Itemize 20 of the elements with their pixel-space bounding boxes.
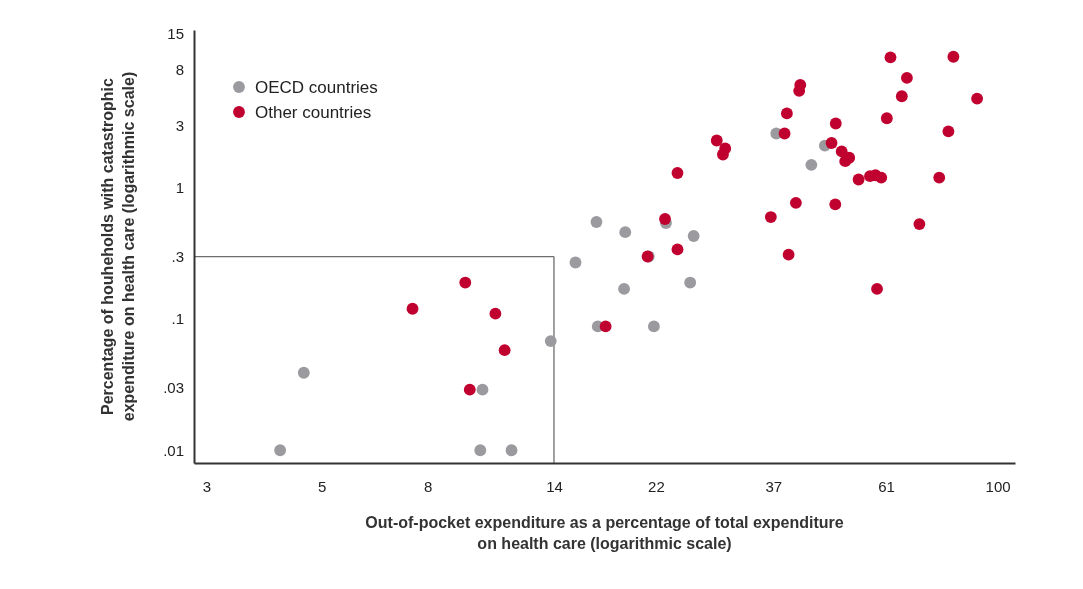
y-tick-label: .3 bbox=[171, 247, 184, 265]
x-tick-label: 100 bbox=[985, 477, 1011, 495]
y-tick-label: 3 bbox=[175, 116, 184, 134]
y-axis-title: Percentage of houheholds with catastrophic expenditure on health care (logarithmic scale) bbox=[99, 71, 137, 422]
x-tick-label: 8 bbox=[424, 477, 433, 495]
y-tick-label: .03 bbox=[163, 379, 184, 396]
x-tick-label: 3 bbox=[202, 477, 212, 495]
x-tick-label: 37 bbox=[765, 477, 783, 495]
y-tick-label: 8 bbox=[175, 60, 184, 78]
x-axis-title: Out-of-pocket expenditure as a percentage of total expenditure on health care (logarithmic scale) bbox=[365, 514, 844, 552]
x-tick-label: 22 bbox=[648, 477, 665, 495]
x-tick-label: 61 bbox=[878, 477, 895, 495]
x-tick-label: 14 bbox=[546, 477, 563, 495]
legend-label: Other countries bbox=[255, 103, 372, 122]
y-tick-label: 1 bbox=[175, 179, 184, 197]
x-tick-label: 5 bbox=[317, 477, 327, 495]
legend-label: OECD countries bbox=[255, 78, 378, 97]
y-tick-label: .01 bbox=[163, 441, 184, 459]
y-tick-label: 15 bbox=[167, 24, 184, 42]
y-tick-label: .1 bbox=[171, 310, 184, 328]
